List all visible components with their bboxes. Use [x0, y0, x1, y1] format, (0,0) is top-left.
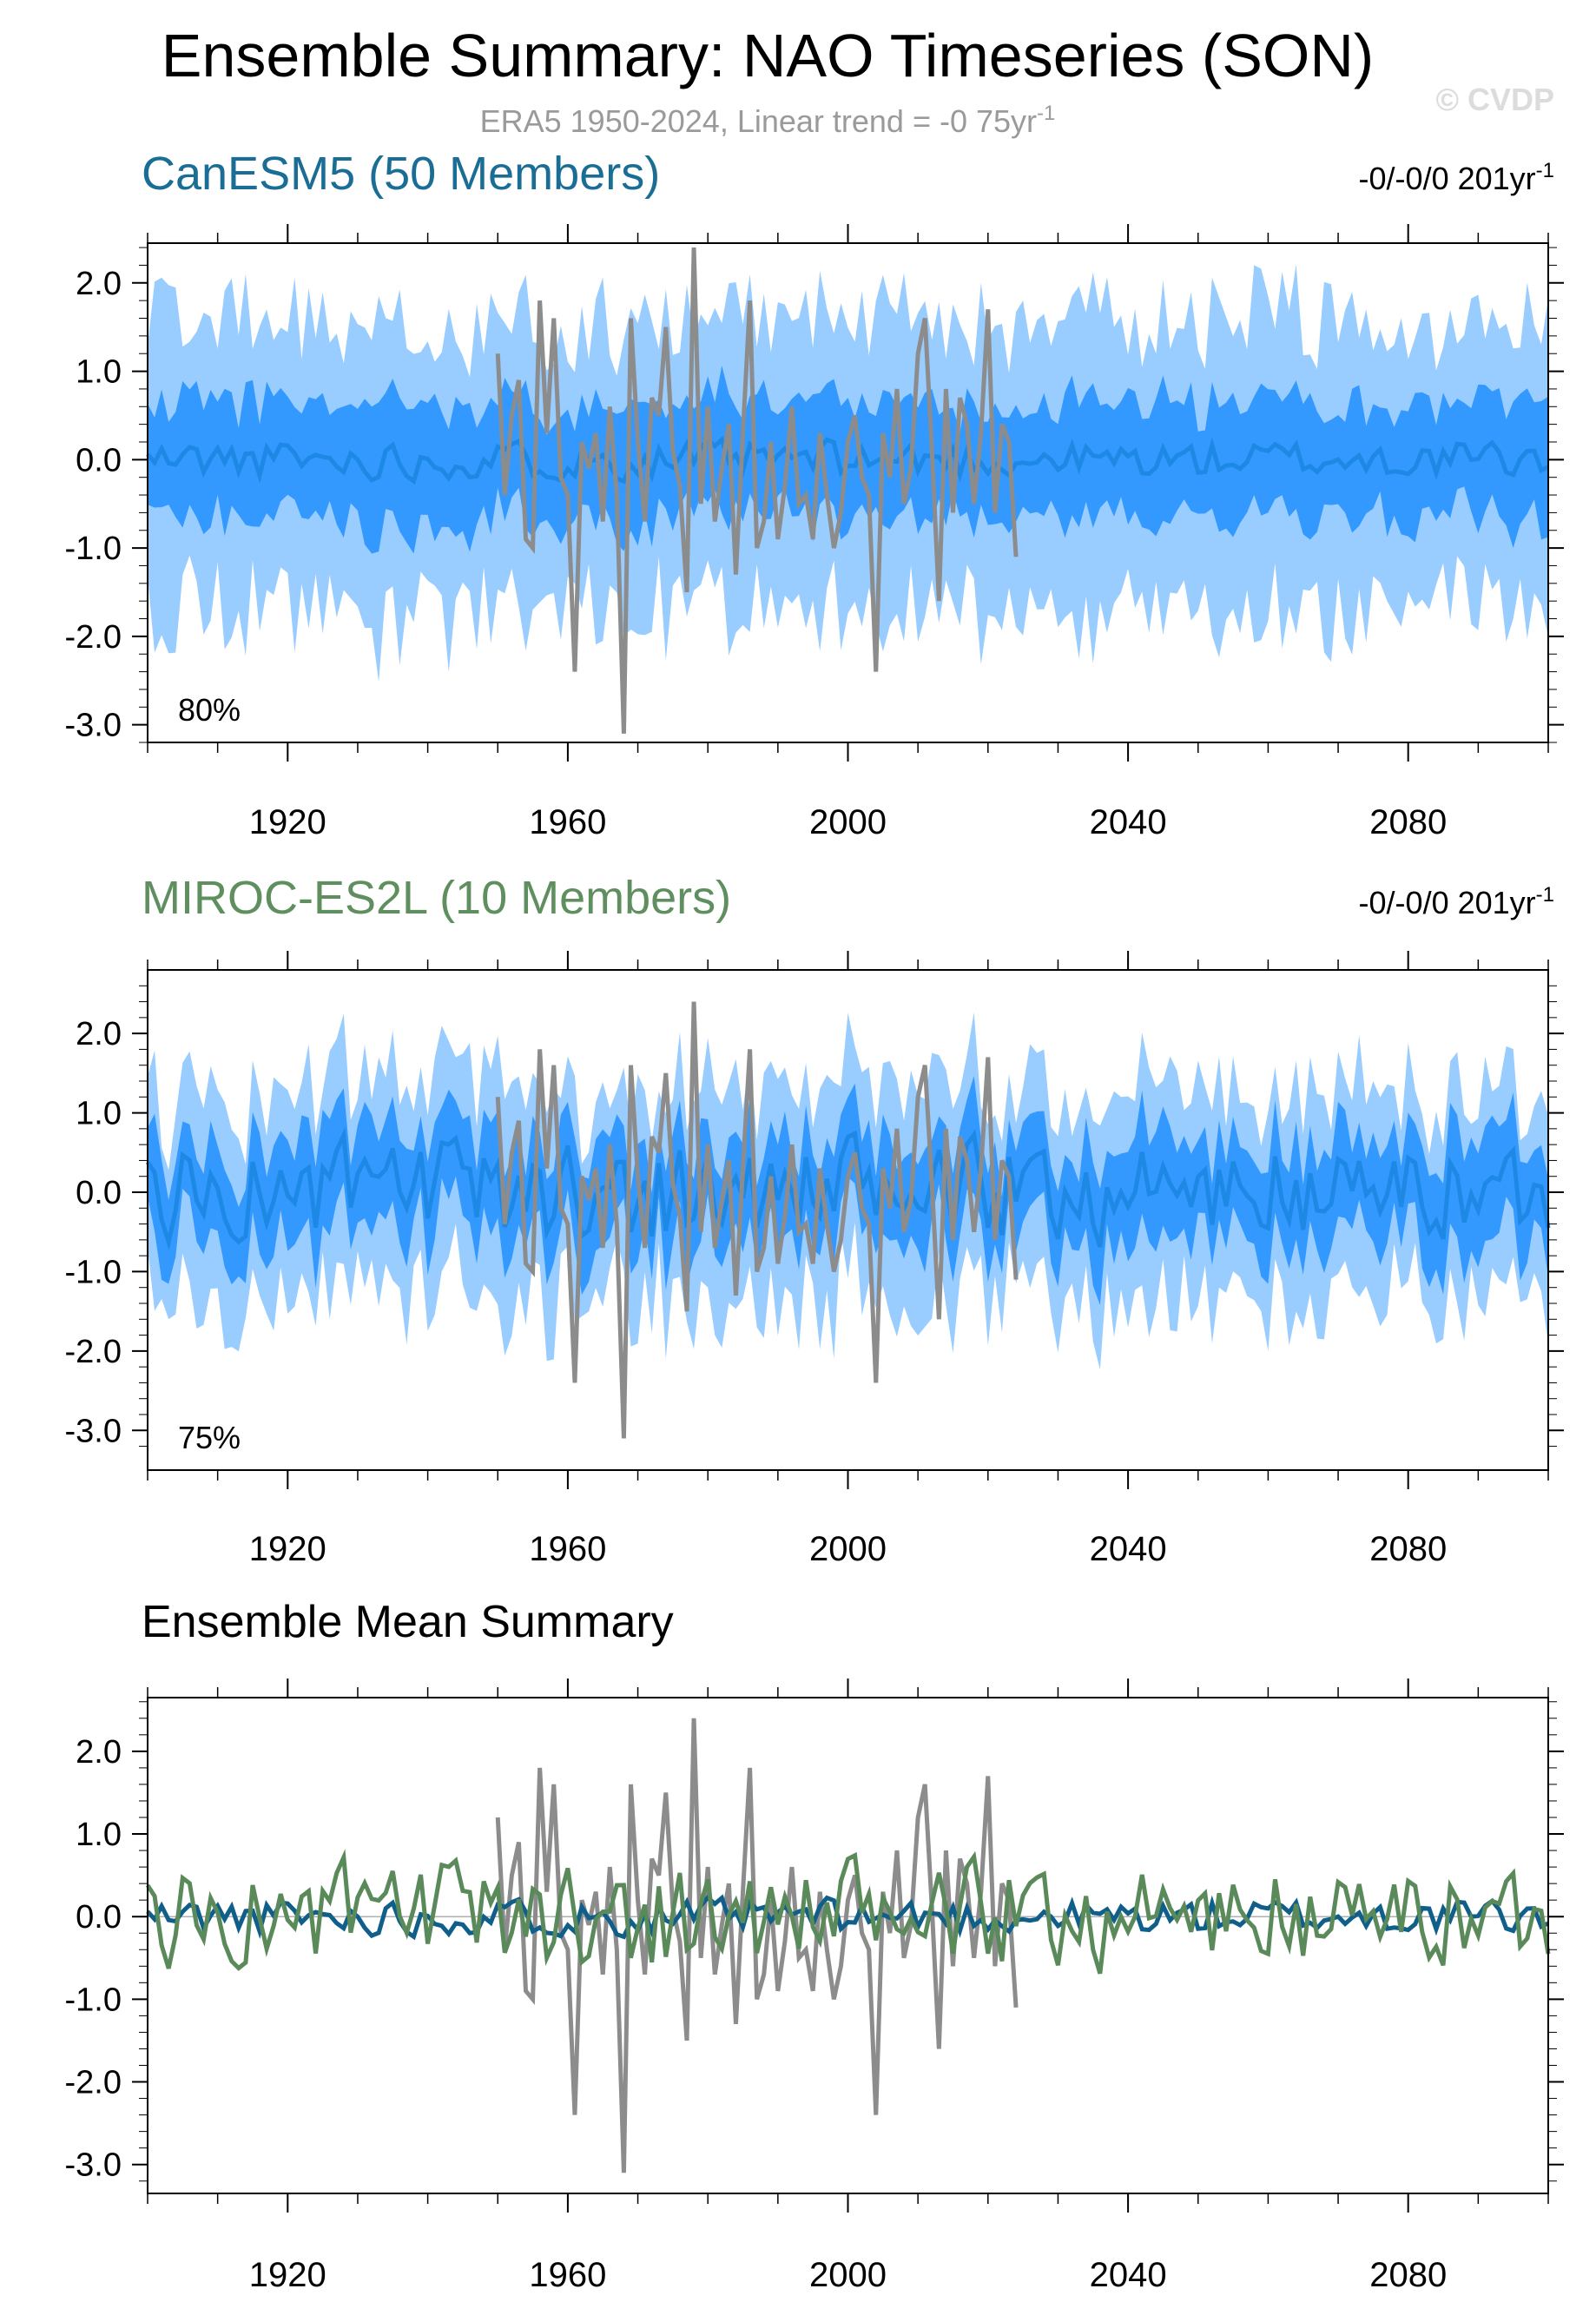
x-tick-label: 1960	[529, 2256, 606, 2294]
y-tick-label: -1.0	[65, 1982, 122, 2018]
ensemble-mean-series-miroc	[145, 1849, 1551, 1975]
x-tick-label: 2040	[1090, 2256, 1167, 2294]
percent-label: 75%	[178, 1420, 241, 1455]
figure-title: Ensemble Summary: NAO Timeseries (SON)	[162, 22, 1374, 89]
y-tick-label: -1.0	[65, 1254, 122, 1290]
panel-canesm5: CanESM5 (50 Members) -0/-0/0 201yr-1 80% 2.…	[65, 148, 1564, 841]
x-tick-label: 2000	[809, 1530, 887, 1568]
x-tick-label: 2080	[1369, 2256, 1447, 2294]
watermark: © CVDP	[1435, 82, 1554, 117]
percent-label: 80%	[178, 692, 241, 728]
figure-subtitle-sup: -1	[1037, 102, 1055, 125]
panel-title: Ensemble Mean Summary	[142, 1597, 674, 1647]
x-tick-label: 1960	[529, 1530, 606, 1568]
x-tick-label: 1960	[529, 803, 606, 841]
y-tick-label: 2.0	[76, 1734, 122, 1771]
panel-miroc-es2l: MIROC-ES2L (10 Members) -0/-0/0 201yr-1 75…	[65, 872, 1564, 1568]
trend-label-sup: -1	[1536, 883, 1554, 907]
panel-title: CanESM5 (50 Members)	[142, 148, 660, 200]
y-tick-label: -2.0	[65, 619, 122, 656]
x-tick-label: 1920	[249, 1530, 326, 1568]
y-tick-label: -3.0	[65, 1413, 122, 1449]
y-tick-label: -3.0	[65, 708, 122, 744]
y-tick-label: 1.0	[76, 1096, 122, 1132]
y-tick-label: 2.0	[76, 266, 122, 302]
figure-subtitle-text: ERA5 1950-2024, Linear trend = -0 75yr	[480, 103, 1037, 139]
x-tick-label: 1920	[249, 803, 326, 841]
x-tick-label: 1920	[249, 2256, 326, 2294]
y-tick-label: 0.0	[76, 1899, 122, 1936]
panel-ensemble-mean-summary: Ensemble Mean Summary 2.0 1.0 0.0 -1.0 -2.0 -3…	[65, 1597, 1564, 2294]
plot-frame	[147, 1697, 1549, 2194]
x-tick-label: 2080	[1369, 1530, 1447, 1568]
x-tick-label: 2040	[1090, 1530, 1167, 1568]
trend-label: -0/-0/0 201yr-1	[1359, 883, 1554, 920]
y-tick-label: -1.0	[65, 531, 122, 567]
trend-label: -0/-0/0 201yr-1	[1359, 159, 1554, 196]
x-tick-label: 2080	[1369, 803, 1447, 841]
ensemble-mean-line	[146, 435, 1550, 485]
figure-subtitle: ERA5 1950-2024, Linear trend = -0 75yr-1	[480, 102, 1056, 139]
x-tick-label: 2000	[809, 803, 887, 841]
y-tick-label: 1.0	[76, 1817, 122, 1853]
trend-label-text: -0/-0/0 201yr	[1359, 885, 1536, 920]
observations-line	[495, 1001, 1019, 1439]
trend-label-sup: -1	[1536, 159, 1554, 182]
panel-title: MIROC-ES2L (10 Members)	[142, 872, 731, 924]
ensemble-mean-line	[145, 1127, 1551, 1251]
y-tick-label: 1.0	[76, 354, 122, 391]
y-tick-label: -2.0	[65, 2065, 122, 2101]
y-tick-label: -2.0	[65, 1334, 122, 1370]
observations-line	[495, 247, 1019, 734]
trend-label-text: -0/-0/0 201yr	[1359, 161, 1536, 196]
y-tick-label: 0.0	[76, 1175, 122, 1211]
x-tick-label: 2000	[809, 2256, 887, 2294]
y-tick-label: -3.0	[65, 2147, 122, 2184]
x-tick-label: 2040	[1090, 803, 1167, 841]
y-tick-label: 0.0	[76, 442, 122, 478]
y-tick-label: 2.0	[76, 1016, 122, 1052]
